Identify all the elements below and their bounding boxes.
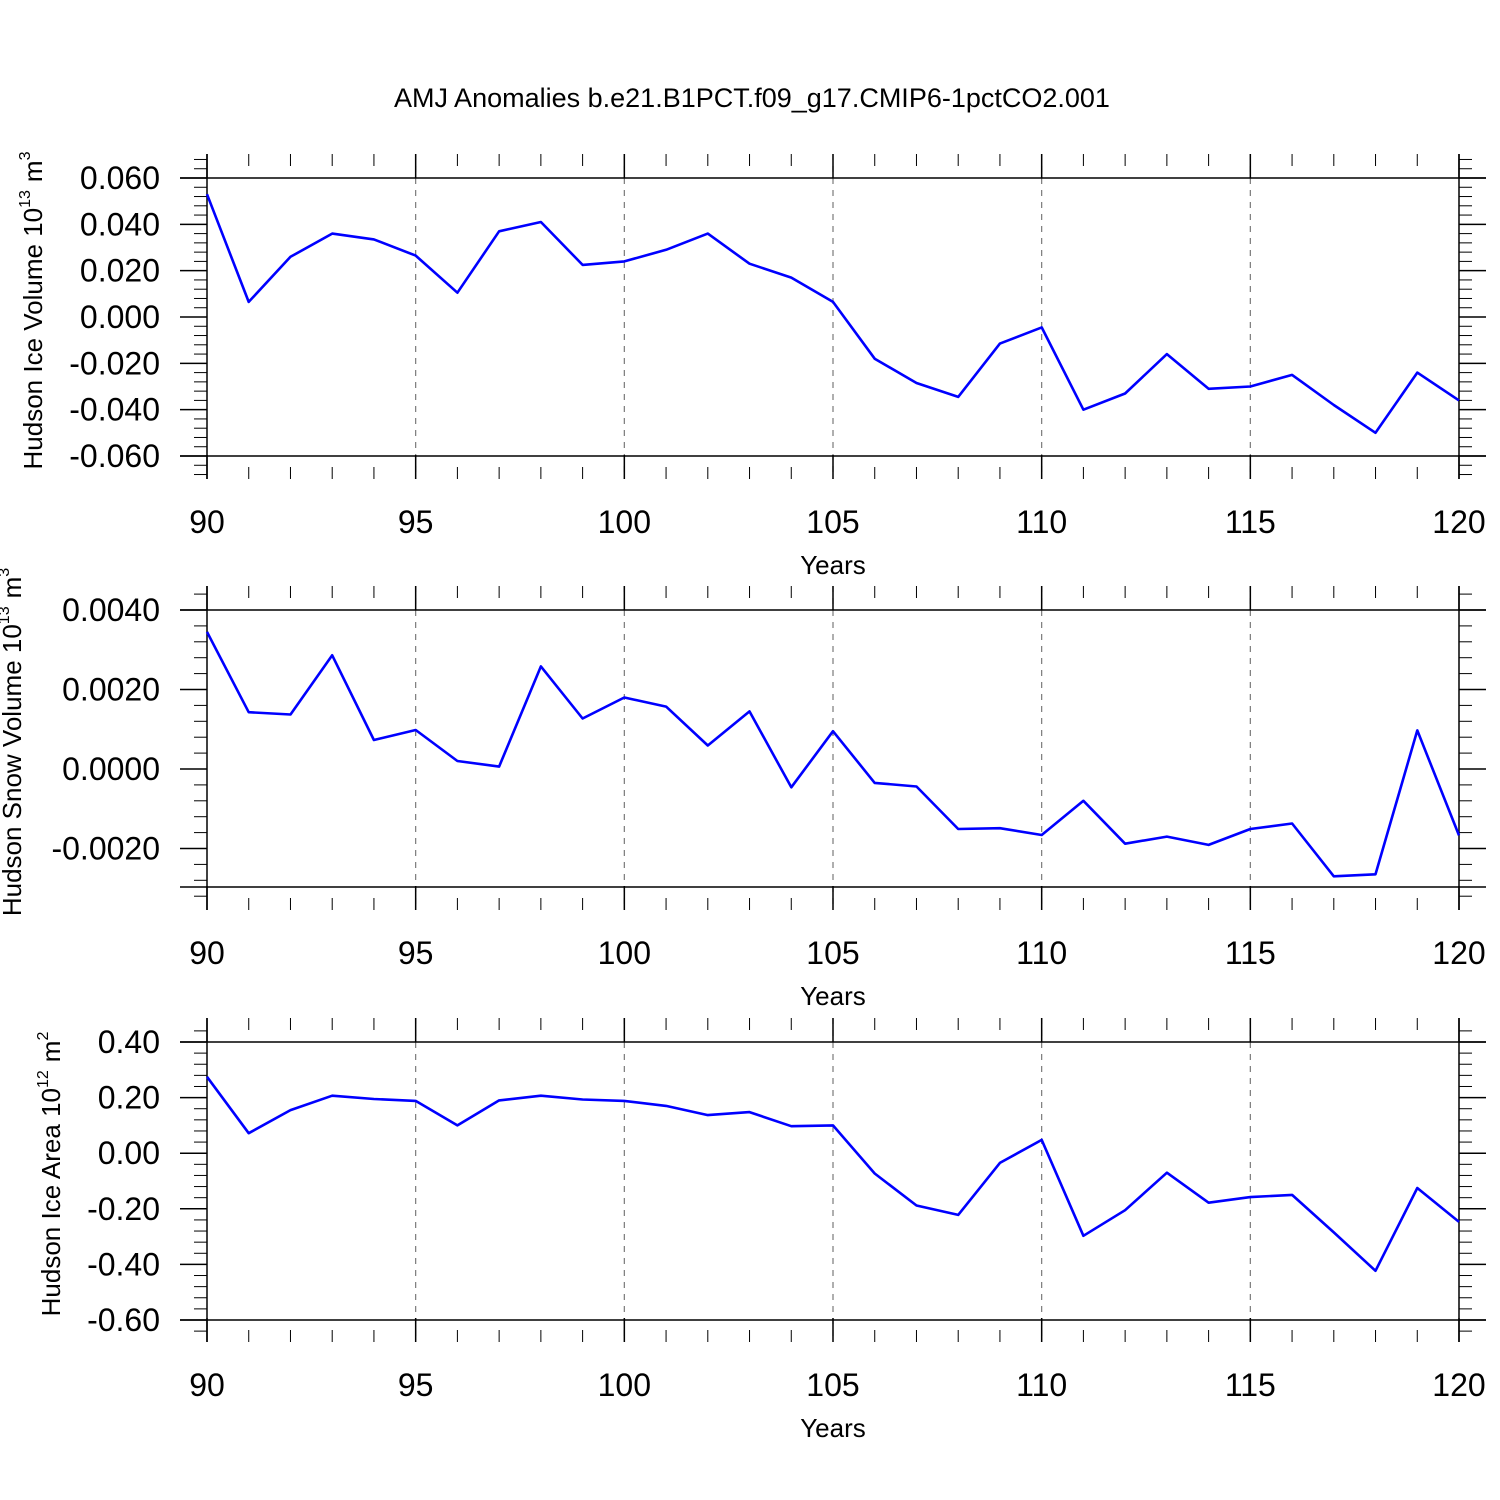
y-tick-label: -0.20 <box>87 1191 160 1227</box>
x-tick-label: 100 <box>598 1367 651 1403</box>
x-tick-label: 115 <box>1225 1367 1276 1403</box>
y-tick-label: -0.40 <box>87 1246 160 1282</box>
series-line-1 <box>205 193 1460 435</box>
y-tick-label: -0.060 <box>69 438 160 474</box>
x-axis-label: Years <box>800 1413 866 1443</box>
y-tick-label: 0.0040 <box>62 592 160 628</box>
y-axis-label-part: m <box>0 577 27 599</box>
y-axis-label-part: 3 <box>17 151 34 160</box>
y-axis-label-part: Hudson Snow Volume 10 <box>0 624 27 916</box>
panel-3: -0.60 -0.40 -0.20 0.00 0.20 0.40 90 95 100 105 110… <box>35 1018 1486 1443</box>
x-tick-label: 110 <box>1016 935 1067 971</box>
y-tick-label: 0.40 <box>98 1024 160 1060</box>
x-tick-label: 100 <box>598 935 651 971</box>
y-tick-label: 0.000 <box>80 299 160 335</box>
chart-title: AMJ Anomalies b.e21.B1PCT.f09_g17.CMIP6-… <box>394 83 1110 113</box>
x-tick-label: 105 <box>806 935 859 971</box>
x-tick-label: 115 <box>1225 935 1276 971</box>
x-tick-label: 90 <box>189 504 225 540</box>
y-axis-label-part: 2 <box>35 1032 52 1041</box>
x-axis-label: Years <box>800 550 866 580</box>
x-tick-label: 120 <box>1432 504 1485 540</box>
y-tick-label: -0.040 <box>69 392 160 428</box>
panel-1: -0.060 -0.040 -0.020 0.000 0.020 0.040 0.060 90… <box>17 151 1486 580</box>
y-axis-label-part: Hudson Ice Volume 10 <box>18 208 48 470</box>
y-axis-label: Hudson Ice Area 1012 m2 <box>35 1032 66 1317</box>
panel-2: -0.0020 0.0000 0.0020 0.0040 90 95 100 105 110 11… <box>0 568 1486 1011</box>
x-tick-label: 110 <box>1016 1367 1067 1403</box>
y-tick-label: 0.0020 <box>62 672 160 708</box>
x-tick-label: 120 <box>1432 1367 1485 1403</box>
y-tick-label: 0.060 <box>80 160 160 196</box>
panels-group: -0.060 -0.040 -0.020 0.000 0.020 0.040 0.060 90… <box>0 151 1486 1443</box>
x-tick-label: 105 <box>806 504 859 540</box>
x-tick-label: 95 <box>398 935 434 971</box>
x-axis-label: Years <box>800 981 866 1011</box>
series-line-2 <box>205 631 1461 878</box>
x-tick-label: 95 <box>398 1367 434 1403</box>
x-tick-label: 105 <box>806 1367 859 1403</box>
y-axis-label-part: Hudson Ice Area 10 <box>36 1088 66 1316</box>
y-tick-label: 0.20 <box>98 1080 160 1116</box>
x-tick-label: 90 <box>189 935 225 971</box>
x-tick-label: 95 <box>398 504 434 540</box>
y-tick-label: 0.00 <box>98 1135 160 1171</box>
y-tick-label: 0.0000 <box>62 751 160 787</box>
y-axis-label-part: 13 <box>0 606 13 624</box>
y-axis-label-part: m <box>36 1041 66 1063</box>
y-tick-label: -0.0020 <box>51 831 160 867</box>
y-tick-label: -0.020 <box>69 345 160 381</box>
y-axis-label: Hudson Ice Volume 1013 m3 <box>17 151 48 469</box>
y-axis-label-part: 3 <box>0 568 13 577</box>
y-axis-label-part: m <box>18 160 48 182</box>
x-tick-label: 90 <box>189 1367 225 1403</box>
y-tick-label: -0.60 <box>87 1302 160 1338</box>
y-axis-label-part: 13 <box>17 190 34 208</box>
x-tick-label: 120 <box>1432 935 1485 971</box>
x-tick-label: 110 <box>1016 504 1067 540</box>
y-axis-label-part: 12 <box>35 1070 52 1088</box>
y-tick-label: 0.020 <box>80 253 160 289</box>
y-axis-label: Hudson Snow Volume 1013 m3 <box>0 568 27 916</box>
series-line-3 <box>205 1076 1460 1273</box>
x-tick-label: 115 <box>1225 504 1276 540</box>
y-tick-label: 0.040 <box>80 206 160 242</box>
x-tick-label: 100 <box>598 504 651 540</box>
